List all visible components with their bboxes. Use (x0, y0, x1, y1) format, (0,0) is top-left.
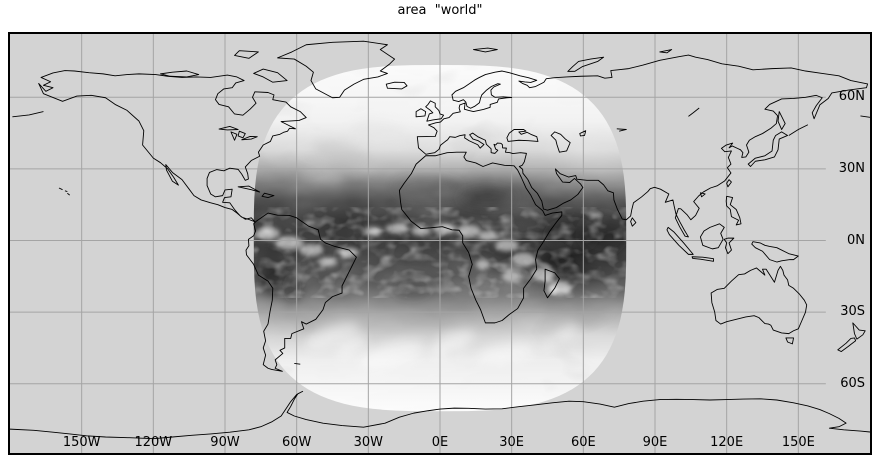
map-frame: 150W 120W 90W 60W 30W 0E 30E 60E 90E 120E 150E 60N 3… (8, 32, 872, 455)
world-map-canvas (10, 34, 870, 453)
coastlines-layer (10, 41, 870, 439)
plot-title: area "world" (397, 3, 483, 18)
gridlines-layer (10, 34, 826, 453)
